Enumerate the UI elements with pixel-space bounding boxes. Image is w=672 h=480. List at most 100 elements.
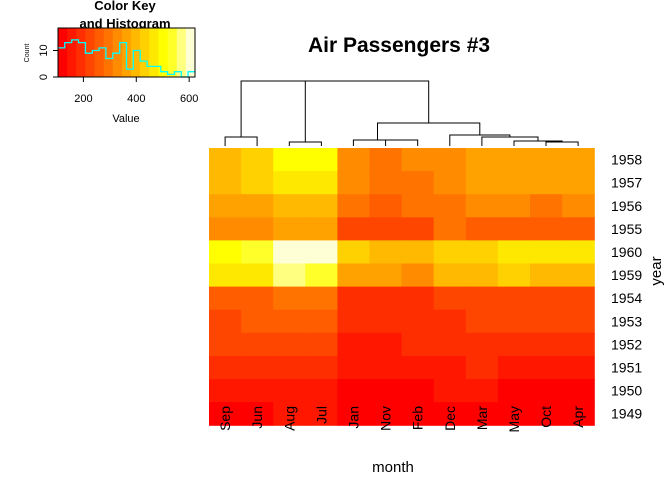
heatmap-cell bbox=[241, 171, 274, 195]
heatmap-cell bbox=[273, 332, 306, 357]
heatmap-cell bbox=[241, 332, 274, 357]
color-key-swatch bbox=[103, 28, 114, 77]
column-label: Apr bbox=[570, 406, 586, 428]
column-label: Feb bbox=[410, 406, 426, 430]
heatmap-cell bbox=[465, 263, 499, 288]
heatmap-cell bbox=[369, 263, 403, 288]
color-key-swatch bbox=[185, 28, 196, 77]
color-key-x-tick-label: 600 bbox=[180, 93, 198, 105]
row-label: 1954 bbox=[611, 290, 642, 306]
heatmap-cell bbox=[209, 171, 242, 195]
heatmap-cell bbox=[209, 240, 242, 265]
heatmap-cell bbox=[433, 309, 467, 334]
heatmap-cell bbox=[401, 286, 435, 311]
heatmap-cell bbox=[433, 194, 467, 218]
color-key-x-tick-label: 200 bbox=[74, 93, 92, 105]
heatmap-cell bbox=[273, 148, 306, 172]
heatmap-cell bbox=[369, 171, 403, 195]
heatmap-cell bbox=[209, 217, 242, 241]
color-key-swatch bbox=[112, 28, 123, 77]
row-label: 1956 bbox=[611, 198, 642, 214]
heatmap-cell bbox=[369, 355, 403, 380]
heatmap-cell bbox=[241, 402, 274, 426]
heatmap-cell bbox=[401, 355, 435, 380]
heatmap-cell bbox=[465, 171, 499, 195]
heatmap-cell bbox=[433, 286, 467, 311]
heatmap-cell bbox=[337, 194, 371, 218]
heatmap-cell bbox=[562, 309, 595, 334]
heatmap-cell bbox=[369, 217, 403, 241]
heatmap-cell bbox=[337, 379, 371, 403]
column-label: May bbox=[506, 406, 522, 432]
heatmap-cell bbox=[209, 148, 242, 172]
color-key-y-label: Count bbox=[24, 44, 31, 63]
heatmap-cell bbox=[562, 332, 595, 357]
heatmap-cell bbox=[305, 263, 338, 288]
heatmap-cell bbox=[369, 309, 403, 334]
heatmap-cell bbox=[401, 240, 435, 265]
x-axis-label: month bbox=[372, 459, 414, 476]
heatmap-cell bbox=[241, 194, 274, 218]
heatmap-cell bbox=[273, 286, 306, 311]
heatmap-cell bbox=[369, 332, 403, 357]
heatmap-cell bbox=[530, 194, 563, 218]
column-labels: Sep Jun Aug Jul Jan Nov Feb Dec Mar May Oct Apr bbox=[217, 406, 586, 433]
heatmap-cell bbox=[497, 402, 531, 426]
color-key-swatch bbox=[176, 28, 187, 77]
heatmap-cell bbox=[401, 171, 435, 195]
heatmap-cell bbox=[273, 379, 306, 403]
dendrogram-branch bbox=[377, 122, 481, 140]
heatmap-cell bbox=[209, 355, 242, 380]
dendrogram-branch bbox=[273, 80, 430, 123]
heatmap-cell bbox=[337, 355, 371, 380]
color-key-swatch bbox=[58, 28, 68, 77]
column-label: Jan bbox=[345, 406, 361, 429]
heatmap-cell bbox=[433, 355, 467, 380]
heatmap-cell bbox=[497, 263, 531, 288]
heatmap-cell bbox=[401, 263, 435, 288]
heatmap-cell bbox=[305, 217, 338, 241]
heatmap-cell bbox=[305, 379, 338, 403]
color-key-swatch bbox=[76, 28, 86, 77]
heatmap-cell bbox=[241, 286, 274, 311]
y-axis-label: year bbox=[648, 256, 665, 285]
heatmap-cell bbox=[369, 194, 403, 218]
heatmap-cell bbox=[273, 194, 306, 218]
heatmap-cell bbox=[562, 355, 595, 380]
heatmap-cell bbox=[433, 171, 467, 195]
heatmap-cell bbox=[497, 286, 531, 311]
row-labels: 1958 1957 1956 1955 1960 1959 1954 1953 1952 1951… bbox=[611, 152, 642, 422]
color-key-swatch bbox=[149, 28, 159, 77]
dendrogram-branch bbox=[224, 136, 258, 146]
heatmap-cell bbox=[337, 217, 371, 241]
heatmap-cell bbox=[337, 402, 371, 426]
heatmap-cell bbox=[562, 148, 595, 172]
heatmap-cell bbox=[433, 217, 467, 241]
heatmap-cell bbox=[497, 217, 531, 241]
row-label: 1953 bbox=[611, 313, 642, 329]
heatmap-cell bbox=[401, 402, 435, 426]
column-label: Nov bbox=[378, 406, 394, 431]
color-key-x-tick-label: 400 bbox=[127, 93, 145, 105]
column-label: Dec bbox=[442, 406, 458, 431]
color-key-swatch bbox=[94, 28, 105, 77]
heatmap-cell bbox=[273, 171, 306, 195]
heatmap-cell bbox=[337, 286, 371, 311]
heatmap-cell bbox=[209, 286, 242, 311]
color-key-x-axis: 200 400 600 bbox=[74, 76, 198, 105]
color-key-histogram bbox=[58, 39, 195, 78]
column-dendrogram bbox=[224, 80, 579, 146]
column-label: Aug bbox=[281, 406, 297, 431]
heatmap-cell bbox=[273, 217, 306, 241]
heatmap-cell bbox=[401, 217, 435, 241]
heatmap-cells bbox=[209, 148, 595, 426]
color-key-swatch bbox=[131, 28, 141, 77]
heatmap-cell bbox=[497, 171, 531, 195]
heatmap-cell bbox=[305, 309, 338, 334]
heatmap-cell bbox=[530, 263, 563, 288]
heatmap-cell bbox=[465, 332, 499, 357]
color-key-y-tick-label: 0 bbox=[38, 74, 50, 80]
heatmap-cell bbox=[209, 402, 242, 426]
heatmap-cell bbox=[401, 379, 435, 403]
heatmap-cell bbox=[305, 402, 338, 426]
